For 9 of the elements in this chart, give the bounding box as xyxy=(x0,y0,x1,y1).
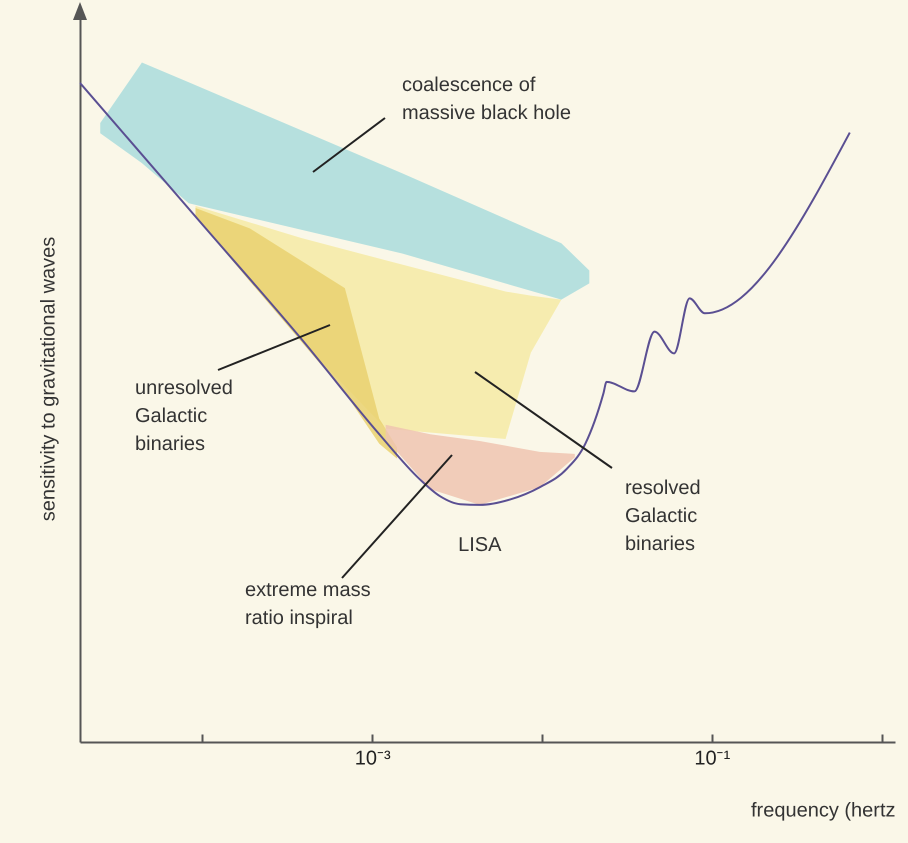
x-tick-label: 10⁻¹ xyxy=(694,748,731,770)
series-label: LISA xyxy=(458,534,502,556)
x-tick-label: 10⁻³ xyxy=(354,748,392,770)
annotation: coalescence of massive black hole xyxy=(402,74,571,124)
y-axis-title: sensitivity to gravitational waves xyxy=(38,236,60,522)
annotation: unresolved Galactic binaries xyxy=(135,377,233,455)
annotation: extreme mass ratio inspiral xyxy=(245,579,371,629)
x-axis-title: frequency (hertz xyxy=(750,800,896,822)
annotation: resolved Galactic binaries xyxy=(625,477,701,555)
